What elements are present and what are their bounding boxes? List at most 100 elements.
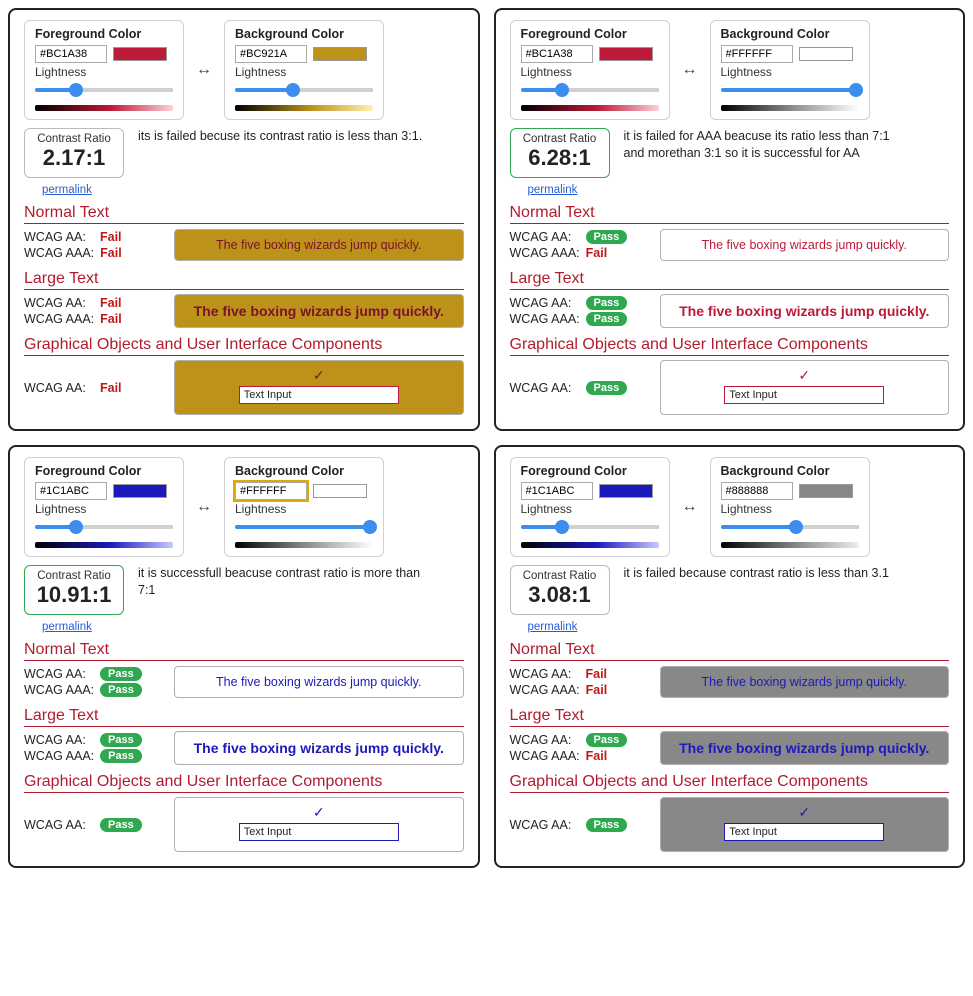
permalink-link[interactable]: permalink [528, 621, 578, 633]
large-text-sample: The five boxing wizards jump quickly. [174, 294, 464, 328]
section-large-text: Large Text [510, 707, 950, 727]
swap-icon[interactable]: ↔ [194, 498, 214, 516]
fail-text: Fail [100, 296, 122, 310]
contrast-ratio-box: Contrast Ratio 3.08:1 [510, 565, 610, 615]
swap-icon[interactable]: ↔ [680, 61, 700, 79]
foreground-title: Foreground Color [35, 464, 173, 478]
foreground-lightness-label: Lightness [35, 65, 173, 79]
background-picker: Background Color Lightness [710, 457, 870, 557]
contrast-note: it is successfull beacuse contrast ratio… [138, 565, 428, 599]
fail-text: Fail [100, 381, 122, 395]
background-swatch [799, 484, 853, 498]
foreground-lightness-slider[interactable] [521, 81, 659, 101]
fail-text: Fail [100, 230, 122, 244]
section-large-text: Large Text [24, 707, 464, 727]
permalink-link[interactable]: permalink [42, 184, 92, 196]
fail-text: Fail [100, 312, 122, 326]
foreground-lightness-label: Lightness [521, 502, 659, 516]
contrast-ratio-box: Contrast Ratio 2.17:1 [24, 128, 124, 178]
ui-component-sample: ✓ [174, 797, 464, 852]
fail-text: Fail [100, 246, 122, 260]
background-gradient [721, 542, 859, 548]
background-swatch [313, 484, 367, 498]
contrast-ratio-value: 3.08:1 [521, 582, 599, 608]
background-swatch [799, 47, 853, 61]
foreground-gradient [521, 105, 659, 111]
foreground-gradient [35, 105, 173, 111]
permalink-link[interactable]: permalink [42, 621, 92, 633]
section-normal-text: Normal Text [510, 204, 950, 224]
pass-pill: Pass [586, 296, 628, 310]
background-lightness-slider[interactable] [235, 518, 373, 538]
foreground-hex-input[interactable] [35, 45, 107, 63]
foreground-swatch [599, 484, 653, 498]
background-lightness-slider[interactable] [721, 81, 859, 101]
section-ui-components: Graphical Objects and User Interface Com… [510, 336, 950, 356]
contrast-panel-2: Foreground Color Lightness ↔ Background … [8, 445, 480, 868]
foreground-picker: Foreground Color Lightness [24, 457, 184, 557]
section-normal-text: Normal Text [510, 641, 950, 661]
background-picker: Background Color Lightness [224, 20, 384, 120]
foreground-hex-input[interactable] [35, 482, 107, 500]
pass-pill: Pass [586, 312, 628, 326]
foreground-swatch [113, 47, 167, 61]
wcag-aaa-label: WCAG AAA: [510, 749, 580, 763]
wcag-aaa-label: WCAG AAA: [24, 683, 94, 697]
background-hex-input[interactable] [235, 45, 307, 63]
foreground-hex-input[interactable] [521, 45, 593, 63]
background-gradient [721, 105, 859, 111]
sample-text-input[interactable] [239, 823, 399, 841]
contrast-panel-3: Foreground Color Lightness ↔ Background … [494, 445, 966, 868]
foreground-lightness-slider[interactable] [35, 518, 173, 538]
contrast-note: its is failed becuse its contrast ratio … [138, 128, 422, 145]
section-normal-text: Normal Text [24, 641, 464, 661]
background-hex-input[interactable] [721, 482, 793, 500]
large-text-sample: The five boxing wizards jump quickly. [174, 731, 464, 765]
sample-text-input[interactable] [239, 386, 399, 404]
section-ui-components: Graphical Objects and User Interface Com… [24, 773, 464, 793]
fail-text: Fail [586, 667, 608, 681]
background-lightness-slider[interactable] [235, 81, 373, 101]
foreground-hex-input[interactable] [521, 482, 593, 500]
background-hex-input[interactable] [721, 45, 793, 63]
background-lightness-slider[interactable] [721, 518, 859, 538]
contrast-ratio-box: Contrast Ratio 6.28:1 [510, 128, 610, 178]
pass-pill: Pass [586, 230, 628, 244]
wcag-aaa-label: WCAG AAA: [510, 683, 580, 697]
swap-icon[interactable]: ↔ [194, 61, 214, 79]
foreground-gradient [35, 542, 173, 548]
wcag-aaa-label: WCAG AAA: [24, 246, 94, 260]
check-icon: ✓ [313, 367, 325, 384]
background-title: Background Color [235, 27, 373, 41]
foreground-gradient [521, 542, 659, 548]
foreground-lightness-slider[interactable] [35, 81, 173, 101]
contrast-panel-1: Foreground Color Lightness ↔ Background … [494, 8, 966, 431]
sample-text-input[interactable] [724, 823, 884, 841]
pass-pill: Pass [586, 381, 628, 395]
foreground-picker: Foreground Color Lightness [24, 20, 184, 120]
check-icon: ✓ [313, 804, 325, 821]
background-lightness-label: Lightness [721, 65, 859, 79]
foreground-lightness-slider[interactable] [521, 518, 659, 538]
check-icon: ✓ [798, 367, 810, 384]
contrast-ratio-label: Contrast Ratio [521, 133, 599, 145]
foreground-title: Foreground Color [521, 27, 659, 41]
ui-component-sample: ✓ [660, 797, 950, 852]
wcag-aa-label: WCAG AA: [24, 230, 94, 244]
background-lightness-label: Lightness [721, 502, 859, 516]
contrast-ratio-label: Contrast Ratio [35, 133, 113, 145]
contrast-ratio-value: 2.17:1 [35, 145, 113, 171]
background-gradient [235, 542, 373, 548]
permalink-link[interactable]: permalink [528, 184, 578, 196]
background-picker: Background Color Lightness [710, 20, 870, 120]
swap-icon[interactable]: ↔ [680, 498, 700, 516]
foreground-swatch [599, 47, 653, 61]
background-swatch [313, 47, 367, 61]
wcag-aa-label: WCAG AA: [24, 733, 94, 747]
foreground-lightness-label: Lightness [35, 502, 173, 516]
section-ui-components: Graphical Objects and User Interface Com… [24, 336, 464, 356]
section-large-text: Large Text [24, 270, 464, 290]
sample-text-input[interactable] [724, 386, 884, 404]
background-hex-input[interactable] [235, 482, 307, 500]
contrast-ratio-label: Contrast Ratio [35, 570, 113, 582]
